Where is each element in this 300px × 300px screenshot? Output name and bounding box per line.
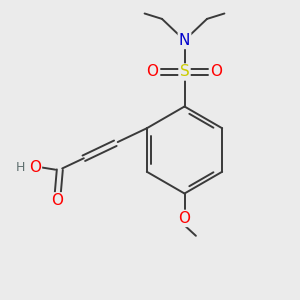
- Text: H: H: [16, 161, 25, 174]
- Text: O: O: [29, 160, 41, 175]
- Text: O: O: [146, 64, 158, 80]
- Text: O: O: [51, 193, 63, 208]
- Text: N: N: [179, 33, 190, 48]
- Text: S: S: [180, 64, 189, 80]
- Text: O: O: [178, 211, 190, 226]
- Text: O: O: [211, 64, 223, 80]
